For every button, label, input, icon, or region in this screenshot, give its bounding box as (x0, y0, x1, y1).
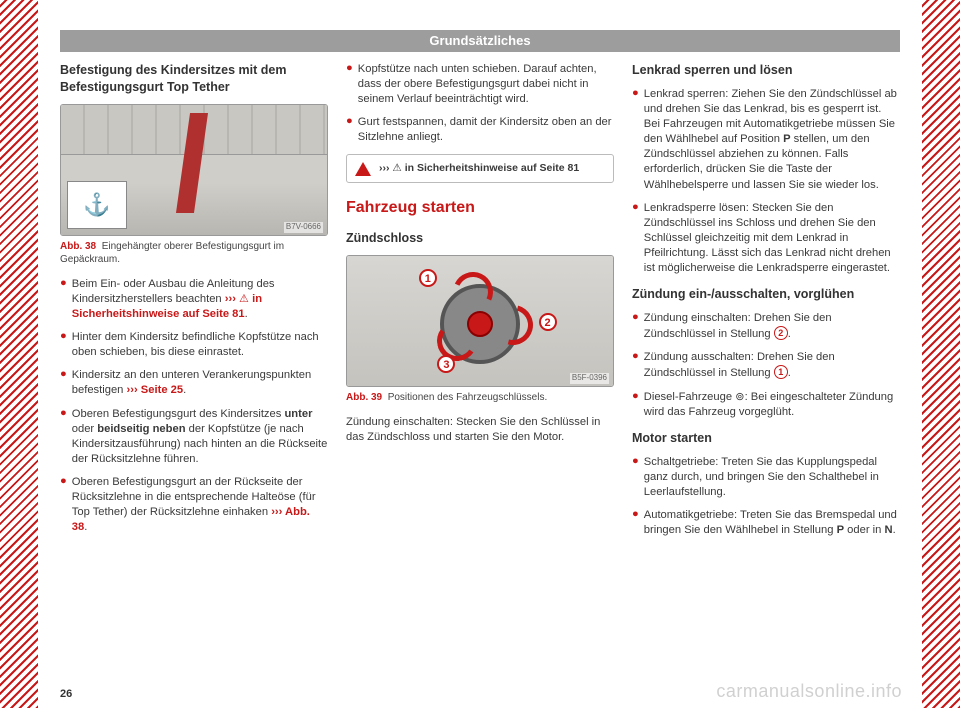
t: Kopfstütze nach unten schieben. Darauf a… (358, 62, 614, 107)
col1-bullet-5: ● Oberen Befestigungsgurt an der Rücksei… (60, 475, 328, 535)
column-layout: Befestigung des Kindersitzes mit dem Bef… (60, 62, 900, 546)
col1-heading: Befestigung des Kindersitzes mit dem Bef… (60, 62, 328, 96)
ref: in Sicherheitshinweise auf Seite 81 (402, 162, 579, 174)
t: Diesel-Fahrzeuge (644, 391, 735, 403)
ref-icon: ››› (225, 293, 239, 305)
col3-bullet-6: ● Schaltgetriebe: Treten Sie das Kupplun… (632, 455, 900, 500)
figure-38-code: B7V-0666 (284, 222, 323, 233)
col1-bullet-4: ● Oberen Befestigungsgurt des Kindersitz… (60, 407, 328, 467)
col1-title-line2: Befestigungsgurt Top Tether (60, 80, 230, 94)
col3-bullet-1: ● Lenkrad sperren: Ziehen Sie den Zünd­s… (632, 87, 900, 193)
figure-39: 1 2 3 B5F-0396 (346, 255, 614, 387)
col3-bullet-5: ● Diesel-Fahrzeuge ⊚: Bei eingeschaltete… (632, 390, 900, 420)
col3-bullet-2: ● Lenkradsperre lösen: Stecken Sie den Z… (632, 201, 900, 277)
t: Gurt festspannen, damit der Kindersitz o… (358, 115, 614, 145)
heading-zuendung: Zündung ein-/ausschalten, vorglühen (632, 286, 900, 303)
warning-icon (355, 162, 371, 176)
position-3: 3 (437, 355, 455, 373)
col1-title-line1: Befestigung des Kindersitzes mit dem (60, 63, 286, 77)
t: Lenkradsperre lösen: Stecken Sie den Zün… (644, 201, 900, 277)
col1-bullet-1: ● Beim Ein- oder Ausbau die Anleitung de… (60, 277, 328, 322)
col3-bullet-7: ● Automatikgetriebe: Treten Sie das Brem… (632, 508, 900, 538)
column-3: Lenkrad sperren und lösen ● Lenkrad sper… (632, 62, 900, 546)
t: Schaltgetriebe: Treten Sie das Kupplungs… (644, 455, 900, 500)
col2-para-1: Zündung einschalten: Stecken Sie den Sch… (346, 415, 614, 445)
section-fahrzeug-starten: Fahrzeug starten (346, 197, 614, 219)
t: oder (72, 423, 98, 435)
warning-box: ››› ⚠ in Sicherheitshinweise auf Seite 8… (346, 154, 614, 183)
col3-bullet-4: ● Zündung ausschalten: Drehen Sie den Zü… (632, 350, 900, 381)
col1-bullet-3: ● Kindersitz an den unteren Verankerungs… (60, 368, 328, 398)
col2-bullet-2: ● Gurt festspannen, damit der Kindersitz… (346, 115, 614, 145)
hatch-pattern-left (0, 0, 38, 708)
t: P (837, 524, 844, 536)
heading-motor-starten: Motor starten (632, 430, 900, 447)
figure-38-label: Abb. 38 (60, 241, 96, 252)
page-content: Grundsätzliches Befestigung des Kindersi… (60, 30, 900, 680)
t: Hinter dem Kindersitz befindliche Kopfst… (72, 330, 328, 360)
figure-38-caption: Abb. 38 Eingehängter oberer Befestigungs… (60, 240, 328, 267)
t: Kindersitz an den unteren Verankerungs­p… (72, 369, 311, 396)
figure-39-caption: Abb. 39 Positionen des Fahrzeugschlüssel… (346, 391, 614, 405)
column-2: ● Kopfstütze nach unten schieben. Darauf… (346, 62, 614, 546)
hatch-pattern-right (922, 0, 960, 708)
t: P (783, 133, 790, 145)
position-1: 1 (419, 269, 437, 287)
figure-39-label: Abb. 39 (346, 392, 382, 403)
subsection-zuendschloss: Zündschloss (346, 230, 614, 247)
t: unter (284, 408, 312, 420)
ref: ››› Seite 25 (127, 384, 184, 396)
t: Oberen Befestigungsgurt des Kindersitzes (72, 408, 285, 420)
column-1: Befestigung des Kindersitzes mit dem Bef… (60, 62, 328, 546)
watermark: carmanualsonline.info (716, 681, 902, 702)
t: Zündung einschalten: Drehen Sie den Zünd… (644, 312, 832, 340)
heading-lenkrad: Lenkrad sperren und lösen (632, 62, 900, 79)
t: beidseitig neben (97, 423, 185, 435)
ref-icon: ››› (379, 162, 392, 174)
position-2: 2 (539, 313, 557, 331)
t: Zündung ausschalten: Drehen Sie den Zünd… (644, 351, 835, 379)
col3-bullet-3: ● Zündung einschalten: Drehen Sie den Zü… (632, 311, 900, 342)
position-ref-1: 1 (774, 365, 788, 379)
figure-38: ⚓ B7V-0666 (60, 104, 328, 236)
t: N (884, 524, 892, 536)
position-ref-2: 2 (774, 326, 788, 340)
figure-39-image: 1 2 3 B5F-0396 (347, 256, 613, 386)
page-number: 26 (60, 688, 72, 700)
col2-bullet-1: ● Kopfstütze nach unten schieben. Darauf… (346, 62, 614, 107)
figure-39-caption-text: Positionen des Fahrzeugschlüssels. (388, 392, 548, 403)
section-header: Grundsätzliches (60, 30, 900, 52)
glow-icon: ⊚ (735, 391, 744, 403)
t: . (893, 524, 896, 536)
figure-38-image: ⚓ B7V-0666 (61, 105, 327, 235)
col1-bullet-2: ● Hinter dem Kindersitz befindliche Kopf… (60, 330, 328, 360)
figure-39-code: B5F-0396 (570, 373, 609, 384)
t: oder in (844, 524, 884, 536)
